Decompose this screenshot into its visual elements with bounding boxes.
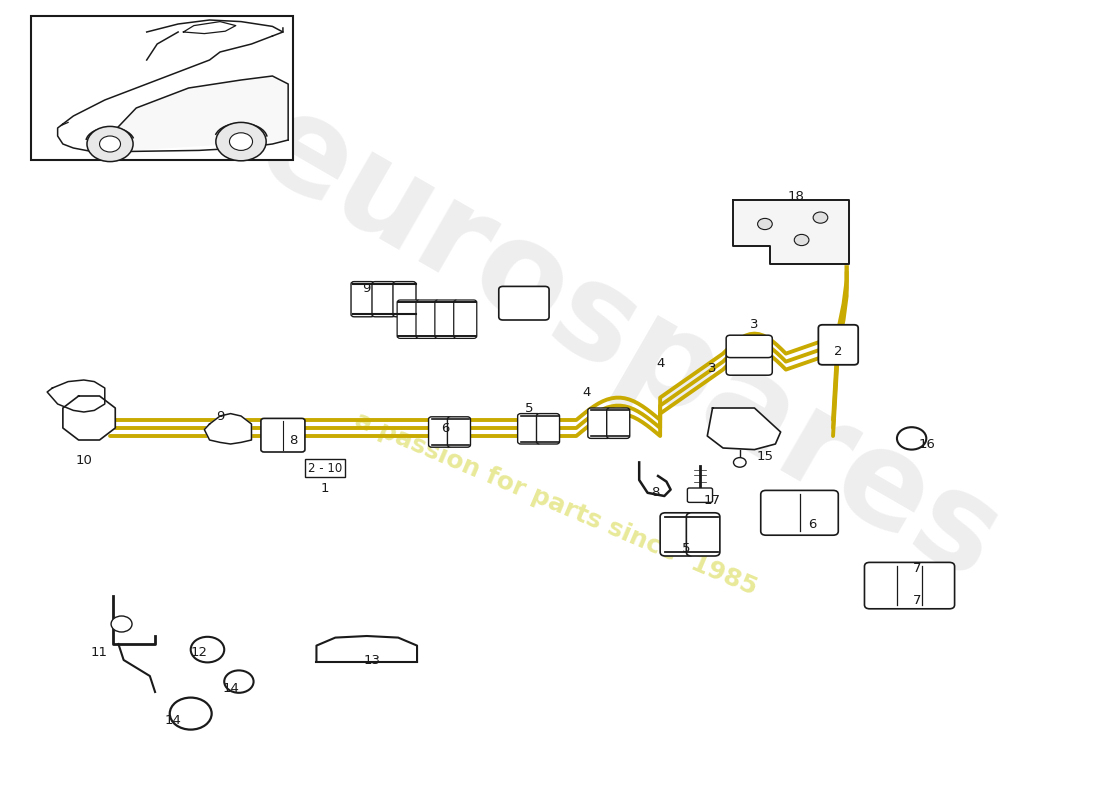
FancyBboxPatch shape — [453, 300, 476, 338]
Text: 5: 5 — [525, 402, 533, 414]
Text: 8: 8 — [289, 434, 298, 446]
Text: 9: 9 — [363, 282, 371, 294]
Circle shape — [794, 234, 808, 246]
Text: 2 - 10: 2 - 10 — [308, 462, 342, 474]
Circle shape — [224, 670, 254, 693]
Text: 14: 14 — [222, 682, 239, 694]
Text: 17: 17 — [704, 494, 720, 506]
Polygon shape — [707, 408, 781, 450]
Circle shape — [896, 427, 926, 450]
Text: 18: 18 — [788, 190, 805, 202]
FancyBboxPatch shape — [607, 408, 630, 438]
Text: 4: 4 — [583, 386, 591, 398]
Bar — [32, 16, 294, 160]
Text: 6: 6 — [441, 422, 450, 434]
Circle shape — [813, 212, 828, 223]
Text: 16: 16 — [918, 438, 936, 450]
FancyBboxPatch shape — [587, 408, 610, 438]
Circle shape — [216, 122, 266, 161]
FancyBboxPatch shape — [429, 417, 452, 447]
Circle shape — [111, 616, 132, 632]
Polygon shape — [639, 462, 671, 496]
FancyBboxPatch shape — [372, 282, 395, 317]
FancyBboxPatch shape — [448, 417, 471, 447]
FancyBboxPatch shape — [865, 562, 955, 609]
FancyBboxPatch shape — [818, 325, 858, 365]
Polygon shape — [734, 200, 849, 264]
Text: 10: 10 — [76, 454, 92, 466]
FancyBboxPatch shape — [726, 353, 772, 375]
Text: 9: 9 — [216, 410, 224, 422]
Circle shape — [758, 218, 772, 230]
Text: 15: 15 — [757, 450, 773, 462]
Text: 6: 6 — [807, 518, 816, 530]
Text: 3: 3 — [750, 318, 759, 330]
Text: 2: 2 — [834, 346, 843, 358]
Text: 4: 4 — [656, 358, 664, 370]
Text: 13: 13 — [363, 654, 381, 666]
FancyBboxPatch shape — [397, 300, 420, 338]
Text: 1: 1 — [320, 482, 329, 494]
Text: eurospares: eurospares — [235, 80, 1022, 608]
Polygon shape — [47, 380, 104, 412]
Text: 14: 14 — [165, 714, 182, 726]
Text: 3: 3 — [708, 362, 717, 374]
Text: 8: 8 — [651, 486, 659, 498]
Polygon shape — [95, 76, 288, 152]
FancyBboxPatch shape — [351, 282, 374, 317]
FancyBboxPatch shape — [416, 300, 439, 338]
Text: a passion for parts since  1985: a passion for parts since 1985 — [351, 408, 760, 600]
FancyBboxPatch shape — [434, 300, 458, 338]
FancyBboxPatch shape — [518, 414, 541, 444]
Text: 5: 5 — [682, 542, 691, 554]
FancyBboxPatch shape — [498, 286, 549, 320]
FancyBboxPatch shape — [686, 513, 719, 556]
Text: 7: 7 — [913, 562, 921, 574]
FancyBboxPatch shape — [688, 488, 713, 502]
Circle shape — [190, 637, 224, 662]
Circle shape — [169, 698, 211, 730]
FancyBboxPatch shape — [537, 414, 560, 444]
FancyBboxPatch shape — [726, 335, 772, 358]
Text: 11: 11 — [91, 646, 108, 658]
FancyBboxPatch shape — [761, 490, 838, 535]
Circle shape — [87, 126, 133, 162]
Polygon shape — [205, 414, 252, 444]
Circle shape — [99, 136, 121, 152]
Circle shape — [734, 458, 746, 467]
FancyBboxPatch shape — [660, 513, 694, 556]
Circle shape — [230, 133, 253, 150]
Polygon shape — [63, 396, 116, 440]
Text: 12: 12 — [190, 646, 208, 658]
FancyBboxPatch shape — [393, 282, 416, 317]
FancyBboxPatch shape — [261, 418, 305, 452]
Text: 7: 7 — [913, 594, 921, 606]
